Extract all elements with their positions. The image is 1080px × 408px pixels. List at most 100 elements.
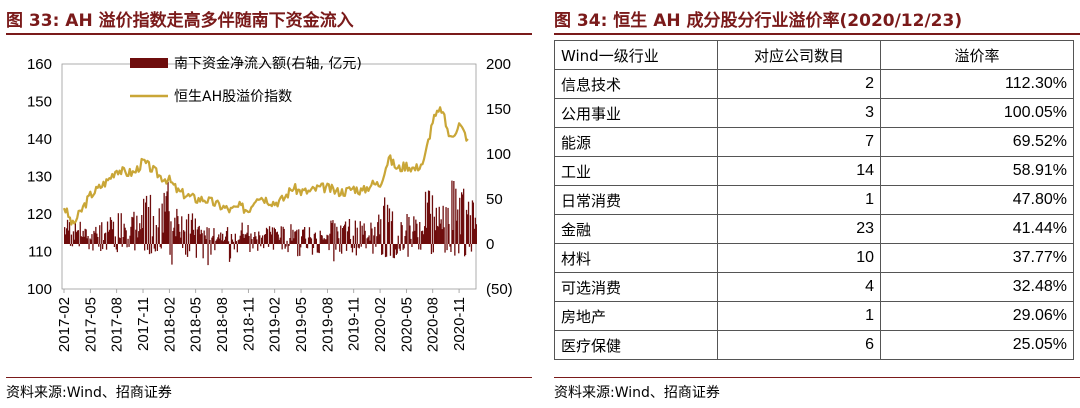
x-axis-tick-label: 2017-08 [109,297,126,352]
flow-bar [303,229,305,244]
flow-bar [344,221,347,244]
flow-bar [409,225,411,244]
flow-bar [148,244,151,255]
flow-bar [461,192,463,244]
flow-bar [385,244,388,257]
flow-bar [444,244,446,253]
flow-bar [312,244,315,248]
flow-bar [89,238,91,244]
flow-bar [321,235,323,244]
flow-bar [193,235,195,244]
flow-bar [154,244,156,252]
company-count-cell: 23 [717,214,881,244]
flow-bar [140,229,142,244]
flow-bar [101,222,103,244]
flow-bar [293,238,295,244]
flow-bar [99,225,101,244]
flow-bar [225,231,228,244]
flow-bar [338,238,340,244]
industry-cell: 可选消费 [554,272,718,302]
flow-bar [103,240,105,244]
x-axis-tick-label: 2019-02 [267,297,284,352]
x-axis-tick-label: 2017-05 [82,297,99,352]
flow-bar [120,213,122,244]
flow-bar [346,231,349,244]
flow-bar [422,230,424,244]
flow-bar [261,237,263,244]
flow-bar [170,221,172,244]
premium-cell: 37.77% [880,243,1074,273]
flow-bar [423,234,425,244]
flow-bar [354,220,356,244]
flow-bar [364,230,366,244]
flow-bar [468,244,471,247]
flow-bar [127,238,129,244]
flow-bar [156,244,158,251]
flow-bar [133,211,135,244]
flow-bar [342,228,344,244]
flow-bar [145,202,147,244]
flow-bar [163,192,165,244]
flow-bar [438,206,440,244]
flow-bar [106,221,109,244]
flow-bar [248,236,250,244]
flow-bar [431,195,434,244]
flow-bar [313,233,315,244]
flow-bar [360,244,362,247]
flow-bar [196,229,198,244]
flow-bar [375,244,377,247]
flow-bar [69,244,72,246]
flow-bar [466,214,469,244]
flow-bar [471,200,474,244]
flow-bar [271,227,274,244]
flow-bar [159,244,161,247]
flow-bar [111,229,114,244]
flow-bar [212,235,214,244]
flow-bar [397,235,399,244]
flow-bar [285,244,287,247]
flow-bar [288,244,290,246]
flow-bar [258,231,260,244]
flow-bar [465,209,468,244]
flow-bar [390,221,393,244]
x-axis-tick-label: 2018-05 [188,297,205,352]
flow-bar [182,244,184,248]
premium-cell: 32.48% [880,272,1074,302]
flow-bar [381,244,383,255]
flow-bar [203,230,205,244]
flow-bar [340,225,342,244]
industry-cell: 工业 [554,156,718,186]
left-axis-tick-label: 120 [27,206,52,223]
flow-bar [425,227,428,244]
industry-cell: 金融 [554,214,718,244]
flow-bar [162,232,164,244]
flow-bar [290,224,292,244]
source-divider [554,377,1080,378]
flow-bar [78,244,80,247]
flow-bar [415,219,417,244]
left-axis-tick-label: 140 [27,131,52,148]
flow-bar [470,244,473,252]
flow-bar [217,237,219,244]
flow-bar [359,221,361,244]
flow-bar [132,217,134,244]
flow-bar [174,217,176,244]
flow-bar [151,236,154,244]
flow-bar [284,244,286,249]
flow-bar [305,244,308,248]
flow-bar [432,244,434,253]
flow-bar [286,240,288,244]
flow-bar [205,239,207,244]
table-row: 材料 10 37.77% [554,243,1074,273]
legend-swatch-bars [130,58,168,68]
flow-bar [126,244,128,248]
flow-bar [459,197,461,244]
flow-bar [401,225,403,244]
flow-bar [195,244,197,258]
flow-bar [153,244,155,249]
title-divider [554,33,1080,35]
legend-label-line: 恒生AH股溢价指数 [174,89,292,105]
flow-bar [119,238,121,244]
flow-bar [371,228,373,244]
flow-bar [185,219,188,244]
